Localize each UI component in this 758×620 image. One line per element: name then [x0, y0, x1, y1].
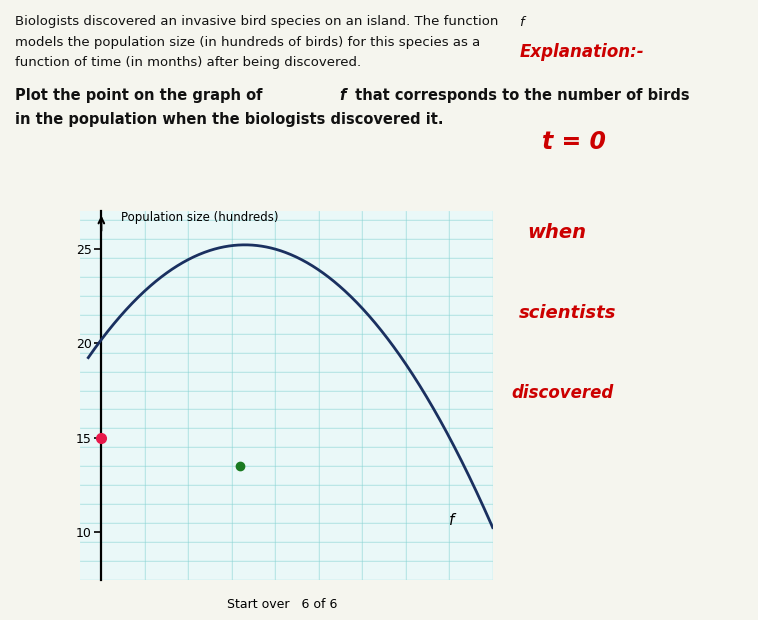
Text: t = 0: t = 0 [542, 130, 606, 154]
Text: scientists: scientists [519, 304, 617, 322]
Text: discovered: discovered [512, 384, 614, 402]
Text: Biologists discovered an invasive bird species on an island. The function: Biologists discovered an invasive bird s… [15, 16, 503, 29]
Text: function of time (in months) after being discovered.: function of time (in months) after being… [15, 56, 362, 69]
Text: in the population when the biologists discovered it.: in the population when the biologists di… [15, 112, 443, 126]
Text: Start over   6 of 6: Start over 6 of 6 [227, 598, 338, 611]
Text: Plot the point on the graph of: Plot the point on the graph of [15, 88, 268, 103]
Text: that corresponds to the number of birds: that corresponds to the number of birds [350, 88, 690, 103]
Text: Explanation:-: Explanation:- [519, 43, 644, 61]
Text: f: f [340, 88, 346, 103]
Text: f: f [519, 16, 524, 29]
Text: f: f [449, 513, 455, 528]
Text: when: when [527, 223, 586, 242]
Text: Population size (hundreds): Population size (hundreds) [121, 211, 278, 224]
Text: models the population size (in hundreds of birds) for this species as a: models the population size (in hundreds … [15, 36, 481, 49]
